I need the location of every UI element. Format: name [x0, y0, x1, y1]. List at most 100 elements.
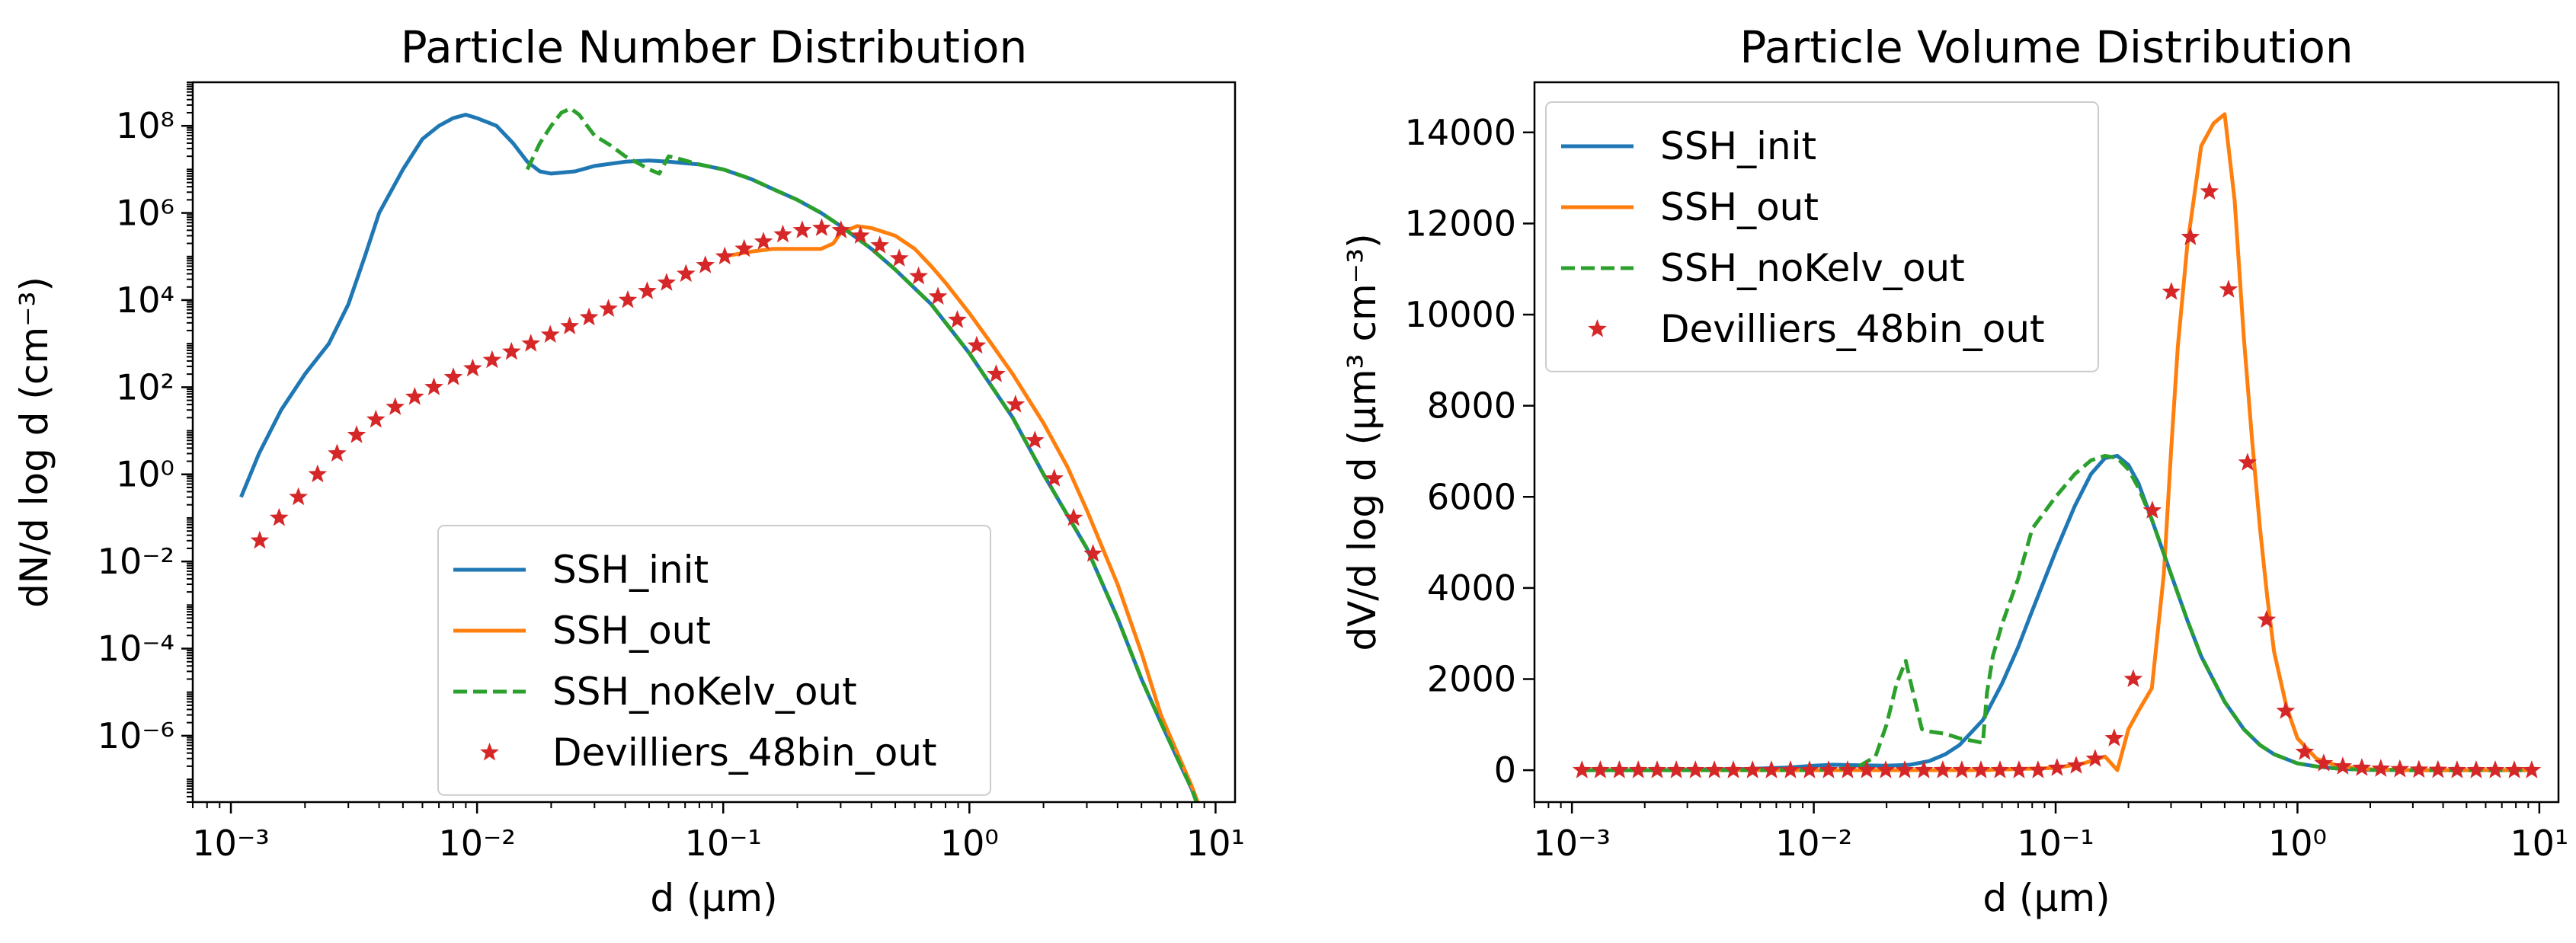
data-point — [754, 232, 773, 250]
data-point — [2409, 759, 2429, 778]
data-point — [638, 281, 657, 299]
x-tick-label: 10⁻² — [439, 823, 516, 864]
data-point — [1064, 507, 1083, 526]
y-tick-label: 10⁶ — [116, 193, 174, 234]
x-axis-ticks: 10⁻³ 10⁻² 10⁻¹ 10⁰ 10¹ — [192, 802, 1245, 864]
data-point — [2390, 759, 2410, 778]
y-tick-label: 8000 — [1427, 385, 1516, 427]
data-point — [2466, 760, 2486, 778]
data-point — [831, 220, 851, 238]
y-tick-label: 10² — [116, 366, 174, 408]
data-point — [328, 443, 347, 462]
data-point — [1025, 430, 1045, 449]
data-point — [579, 307, 599, 326]
data-point — [657, 273, 677, 291]
legend-label: SSH_init — [1660, 124, 1816, 168]
data-point — [909, 266, 928, 285]
data-point — [560, 316, 579, 334]
data-point — [1838, 760, 1858, 778]
data-point — [2066, 756, 2086, 774]
data-point — [1857, 760, 1877, 778]
legend-label: SSH_init — [552, 548, 709, 592]
data-point — [1591, 760, 1610, 778]
y-tick-label: 10⁸ — [116, 105, 174, 146]
data-point — [599, 299, 618, 317]
data-point — [2522, 760, 2542, 778]
data-point — [1781, 760, 1800, 778]
data-point — [2047, 758, 2067, 776]
legend-marker — [1588, 319, 1607, 337]
data-point — [2123, 669, 2143, 687]
data-point — [2238, 452, 2258, 471]
data-point — [502, 341, 521, 360]
data-point — [2352, 758, 2372, 776]
y-axis-label: dN/d log d (cm⁻³) — [12, 277, 56, 608]
data-point — [1742, 760, 1762, 778]
data-point — [1800, 760, 1819, 778]
data-point — [870, 235, 890, 254]
y-tick-label: 10000 — [1405, 294, 1516, 335]
number-distribution-chart: Particle Number Distribution 10⁻³ 10⁻² 10⁻… — [12, 21, 1245, 920]
data-point — [540, 324, 560, 343]
data-point — [2333, 756, 2353, 775]
data-point — [987, 364, 1006, 382]
volume-distribution-chart: Particle Volume Distribution 10⁻³ 10⁻² 10⁻… — [1340, 21, 2568, 920]
data-point — [1666, 760, 1686, 778]
data-point — [250, 530, 270, 549]
legend-label: SSH_noKelv_out — [552, 670, 857, 714]
series-Devilliers_48bin_out — [1572, 181, 2542, 778]
data-point — [521, 334, 541, 352]
x-tick-label: 10⁻³ — [1534, 823, 1611, 864]
y-tick-label: 10⁰ — [116, 454, 174, 495]
legend-label: SSH_out — [1660, 185, 1819, 229]
series-group — [1572, 112, 2542, 778]
x-tick-label: 10⁻³ — [192, 823, 269, 864]
legend: SSH_init SSH_out SSH_noKelv_out Devilliers_… — [437, 525, 991, 796]
y-tick-label: 0 — [1494, 750, 1516, 791]
data-point — [1704, 760, 1724, 778]
data-point — [948, 310, 967, 328]
data-point — [1933, 760, 1953, 778]
series-line-SSH_init — [1582, 453, 2529, 772]
legend-label: Devilliers_48bin_out — [1660, 307, 2045, 351]
data-point — [889, 248, 909, 267]
data-point — [2181, 227, 2200, 245]
data-point — [1971, 760, 1991, 778]
data-point — [2162, 282, 2181, 300]
x-tick-label: 10⁻¹ — [2017, 823, 2094, 864]
data-point — [289, 487, 308, 506]
data-point — [1914, 760, 1934, 778]
data-point — [2142, 500, 2162, 519]
y-tick-label: 10⁻⁴ — [98, 628, 174, 670]
data-point — [2447, 760, 2467, 778]
data-point — [366, 409, 386, 428]
data-point — [696, 255, 715, 273]
legend-box — [437, 525, 991, 796]
data-point — [773, 224, 792, 243]
x-tick-label: 10¹ — [1186, 823, 1245, 864]
data-point — [308, 464, 328, 483]
data-point — [347, 425, 366, 443]
data-point — [2276, 701, 2296, 719]
chart-title: Particle Number Distribution — [401, 21, 1028, 73]
chart-title: Particle Volume Distribution — [1739, 21, 2353, 73]
data-point — [482, 350, 502, 369]
y-axis-label: dV/d log d (μm³ cm⁻³) — [1340, 233, 1384, 651]
data-point — [676, 264, 696, 283]
data-point — [270, 507, 289, 526]
data-point — [2085, 749, 2105, 767]
y-axis-ticks: 0 2000 4000 6000 8000 10000 12000 14000 — [1405, 112, 1534, 791]
data-point — [463, 358, 482, 377]
data-point — [1895, 760, 1915, 778]
data-point — [1006, 395, 1026, 413]
y-tick-label: 14000 — [1405, 112, 1516, 153]
x-tick-label: 10⁻² — [1775, 823, 1852, 864]
x-tick-label: 10⁰ — [2268, 823, 2327, 864]
axes-frame — [191, 81, 1237, 804]
data-point — [812, 218, 831, 236]
data-point — [1723, 760, 1743, 778]
y-axis-ticks: 10⁻⁶ 10⁻⁴ 10⁻² 10⁰ 10² 10⁴ 10⁶ 10⁸ — [98, 82, 193, 803]
y-tick-label: 6000 — [1427, 476, 1516, 517]
legend-label: Devilliers_48bin_out — [552, 730, 937, 775]
